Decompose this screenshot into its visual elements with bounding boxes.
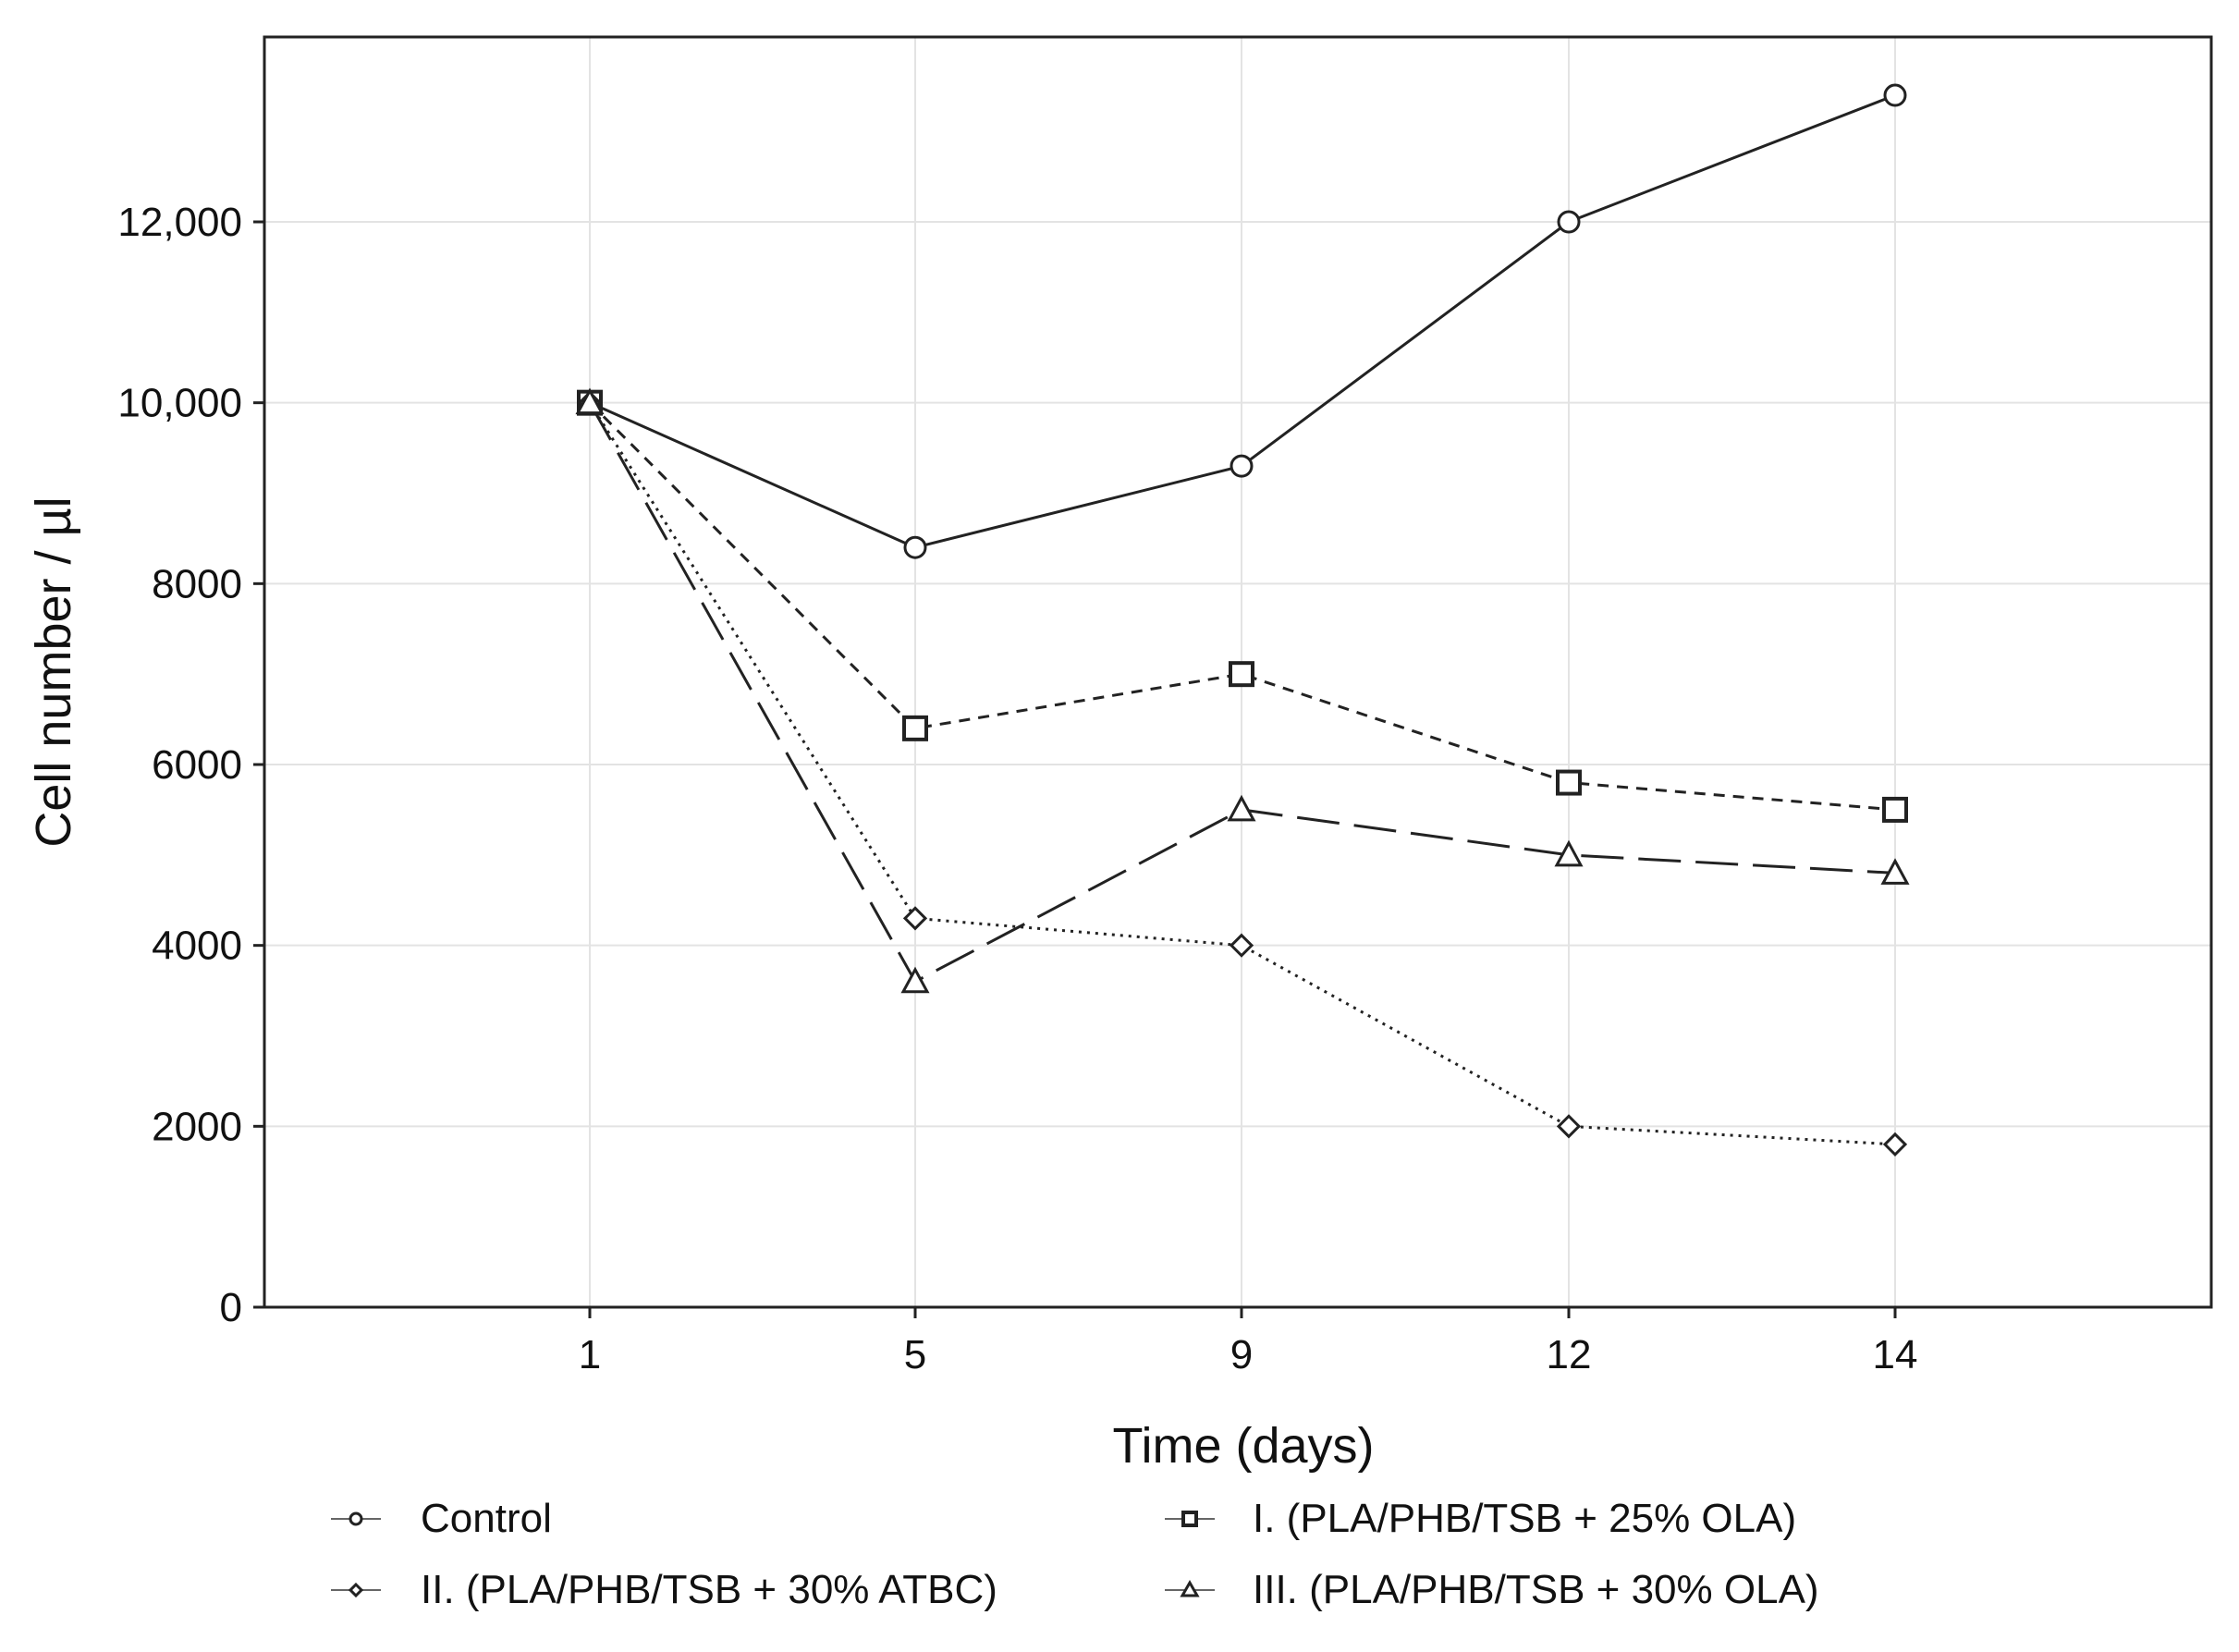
legend-item: II. (PLA/PHB/TSB + 30% ATBC): [331, 1567, 997, 1612]
x-axis-ticks: 1 5 9 12 14: [579, 1307, 1918, 1377]
series-4-point: [575, 387, 605, 415]
series-3-point: [1882, 1132, 1908, 1157]
y-tick-label: 2000: [152, 1104, 242, 1149]
series-4: [575, 387, 1910, 994]
legend-marker: [348, 1582, 364, 1598]
series-3-point: [902, 906, 928, 931]
series-lines: [575, 83, 1910, 1157]
y-tick-label: 12,000: [117, 200, 242, 245]
x-axis-title: Time (days): [1112, 1418, 1374, 1474]
legend-item: Control: [331, 1496, 552, 1541]
series-1-point: [1883, 83, 1907, 107]
x-tick-label: 1: [579, 1332, 601, 1377]
y-tick-label: 4000: [152, 924, 242, 969]
legend: Control I. (PLA/PHB/TSB + 25% OLA) II. (PL…: [331, 1496, 1819, 1612]
y-tick-label: 0: [220, 1285, 242, 1330]
plot-frame: [263, 35, 2213, 1309]
x-tick-label: 9: [1230, 1332, 1253, 1377]
y-axis-ticks: 0 2000 4000 6000 8000 10,000 12,000: [117, 200, 264, 1330]
series-4-point: [1880, 858, 1910, 885]
series-4-point: [1554, 839, 1584, 867]
legend-label: III. (PLA/PHB/TSB + 30% OLA): [1253, 1567, 1819, 1612]
legend-marker: [349, 1511, 363, 1526]
series-2-point: [902, 715, 928, 741]
x-tick-label: 5: [904, 1332, 926, 1377]
series-1-point: [1230, 454, 1254, 478]
y-tick-label: 10,000: [117, 381, 242, 426]
series-2-line: [588, 401, 1896, 812]
series-1-point: [1557, 210, 1581, 234]
series-2-point: [1556, 769, 1582, 796]
series-3-point: [1556, 1114, 1582, 1139]
legend-item: III. (PLA/PHB/TSB + 30% OLA): [1165, 1567, 1819, 1612]
legend-label: II. (PLA/PHB/TSB + 30% ATBC): [421, 1567, 997, 1612]
x-tick-label: 14: [1873, 1332, 1918, 1377]
y-tick-label: 8000: [152, 561, 242, 606]
series-2-point: [1229, 661, 1254, 688]
legend-marker: [1181, 1511, 1198, 1527]
series-4-point: [900, 966, 930, 994]
legend-label: I. (PLA/PHB/TSB + 25% OLA): [1253, 1496, 1796, 1541]
series-3-point: [1229, 933, 1254, 958]
series-4-point: [1227, 794, 1256, 822]
series-2-point: [1882, 796, 1908, 823]
legend-label: Control: [421, 1496, 552, 1541]
legend-marker: [1180, 1579, 1200, 1597]
legend-item: I. (PLA/PHB/TSB + 25% OLA): [1165, 1496, 1796, 1541]
x-tick-label: 12: [1547, 1332, 1592, 1377]
y-tick-label: 6000: [152, 742, 242, 788]
y-axis-title: Cell number / µl: [26, 496, 81, 847]
series-1-point: [903, 535, 927, 559]
